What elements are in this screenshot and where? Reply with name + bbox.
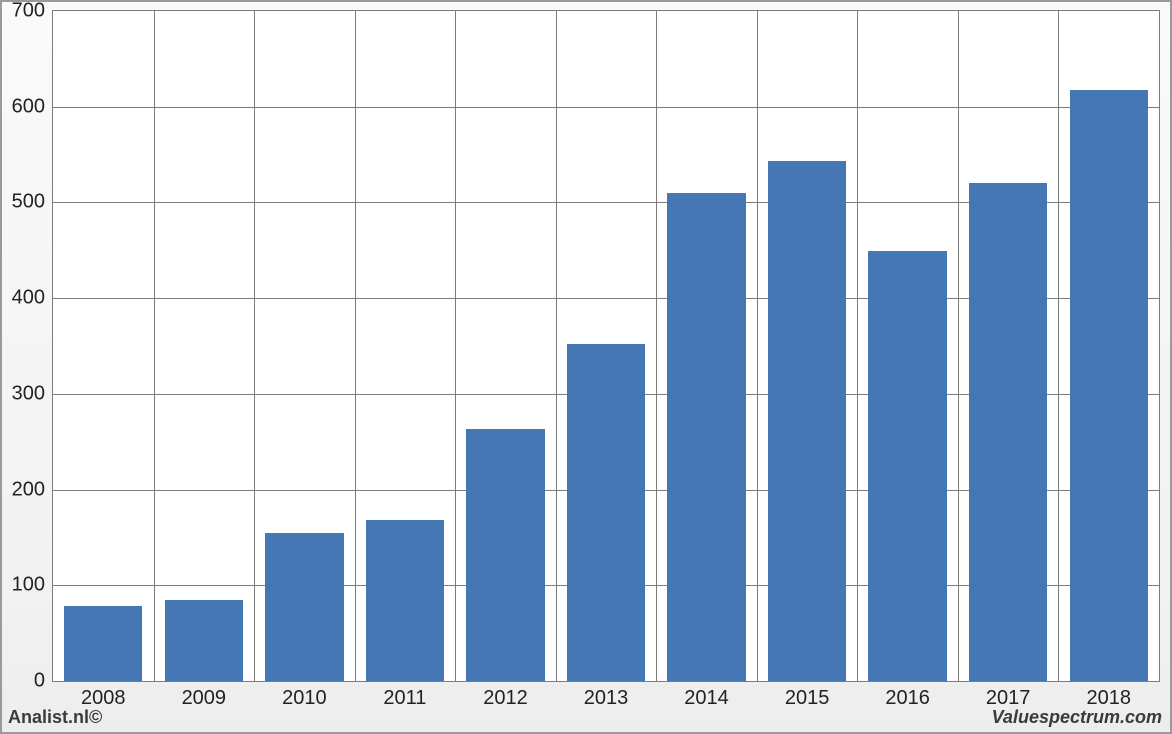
gridline-vertical [958,11,959,681]
bar [969,183,1047,681]
gridline-vertical [455,11,456,681]
y-tick-label: 600 [12,95,53,118]
gridline-vertical [254,11,255,681]
x-tick-label: 2011 [383,681,426,710]
plot-area: 0100200300400500600700200820092010201120… [52,10,1160,682]
bar [567,344,645,681]
y-tick-label: 500 [12,191,53,214]
bar [768,161,846,681]
x-tick-label: 2013 [584,681,629,710]
y-tick-label: 300 [12,382,53,405]
x-tick-label: 2016 [885,681,930,710]
x-tick-label: 2017 [986,681,1031,710]
bar [667,193,745,681]
footer-left-credit: Analist.nl© [8,707,102,728]
chart-frame: 0 100 200 300 400 500 600 700 2008 2009 2010 2011 20… [0,0,1172,734]
bar [366,520,444,681]
x-tick-label: 2009 [182,681,227,710]
y-tick-label: 700 [12,0,53,23]
gridline-horizontal [53,107,1159,108]
y-tick-label: 100 [12,574,53,597]
bar [64,606,142,681]
gridline-vertical [556,11,557,681]
y-tick-label: 400 [12,287,53,310]
bar [868,251,946,681]
gridline-vertical [355,11,356,681]
gridline-vertical [857,11,858,681]
x-tick-label: 2012 [483,681,528,710]
footer-right-credit: Valuespectrum.com [992,707,1162,728]
gridline-vertical [656,11,657,681]
y-tick-label: 200 [12,478,53,501]
gridline-vertical [154,11,155,681]
x-tick-label: 2008 [81,681,126,710]
bar [1070,90,1148,681]
y-tick-label: 0 [34,670,53,693]
bar [466,429,544,681]
bar [165,600,243,681]
x-tick-label: 2014 [684,681,729,710]
x-tick-label: 2015 [785,681,830,710]
gridline-vertical [1058,11,1059,681]
plot-area-wrap: 0100200300400500600700200820092010201120… [52,10,1160,682]
gridline-vertical [757,11,758,681]
x-tick-label: 2018 [1086,681,1131,710]
bar [265,533,343,681]
x-tick-label: 2010 [282,681,327,710]
